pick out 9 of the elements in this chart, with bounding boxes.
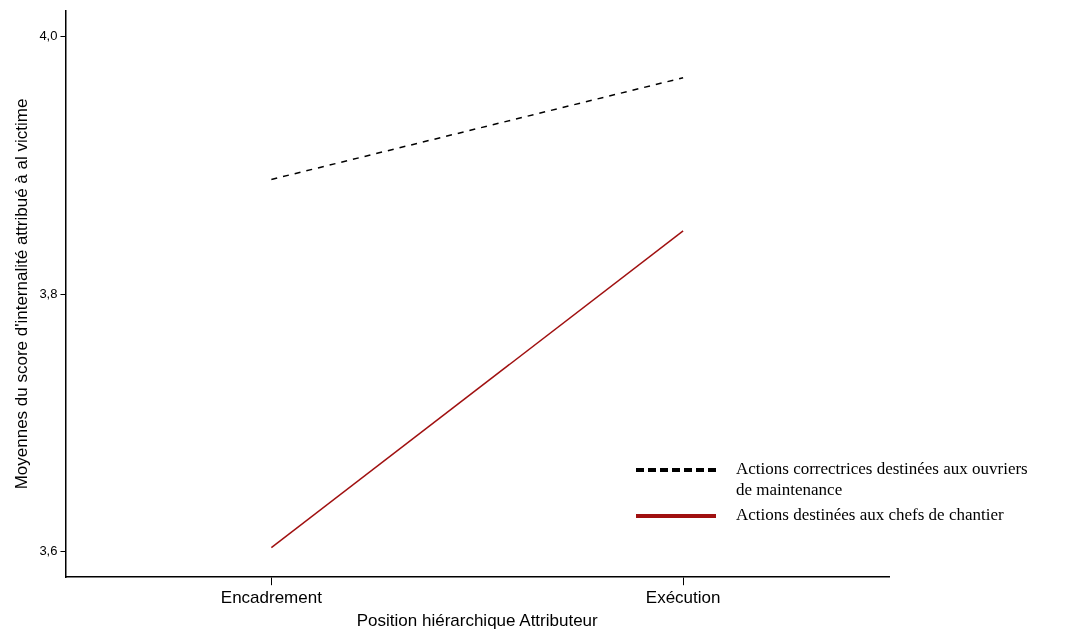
y-tick-label: 3,8 xyxy=(39,285,58,301)
x-tick-label: Exécution xyxy=(645,588,721,608)
y-tick-label: 4,0 xyxy=(39,28,58,44)
y-axis-title: Moyennes du score d'internalité attribué à al victime xyxy=(11,98,31,490)
x-tick-label: Encadrement xyxy=(220,588,323,608)
legend-label: Actions correctrices destinées aux ouvriers de maintenance xyxy=(736,458,1029,500)
x-axis-title: Position hiérarchique Attributeur xyxy=(356,611,599,631)
y-tick-label: 3,6 xyxy=(39,543,58,559)
legend-label: Actions destinées aux chefs de chantier xyxy=(736,504,1004,525)
